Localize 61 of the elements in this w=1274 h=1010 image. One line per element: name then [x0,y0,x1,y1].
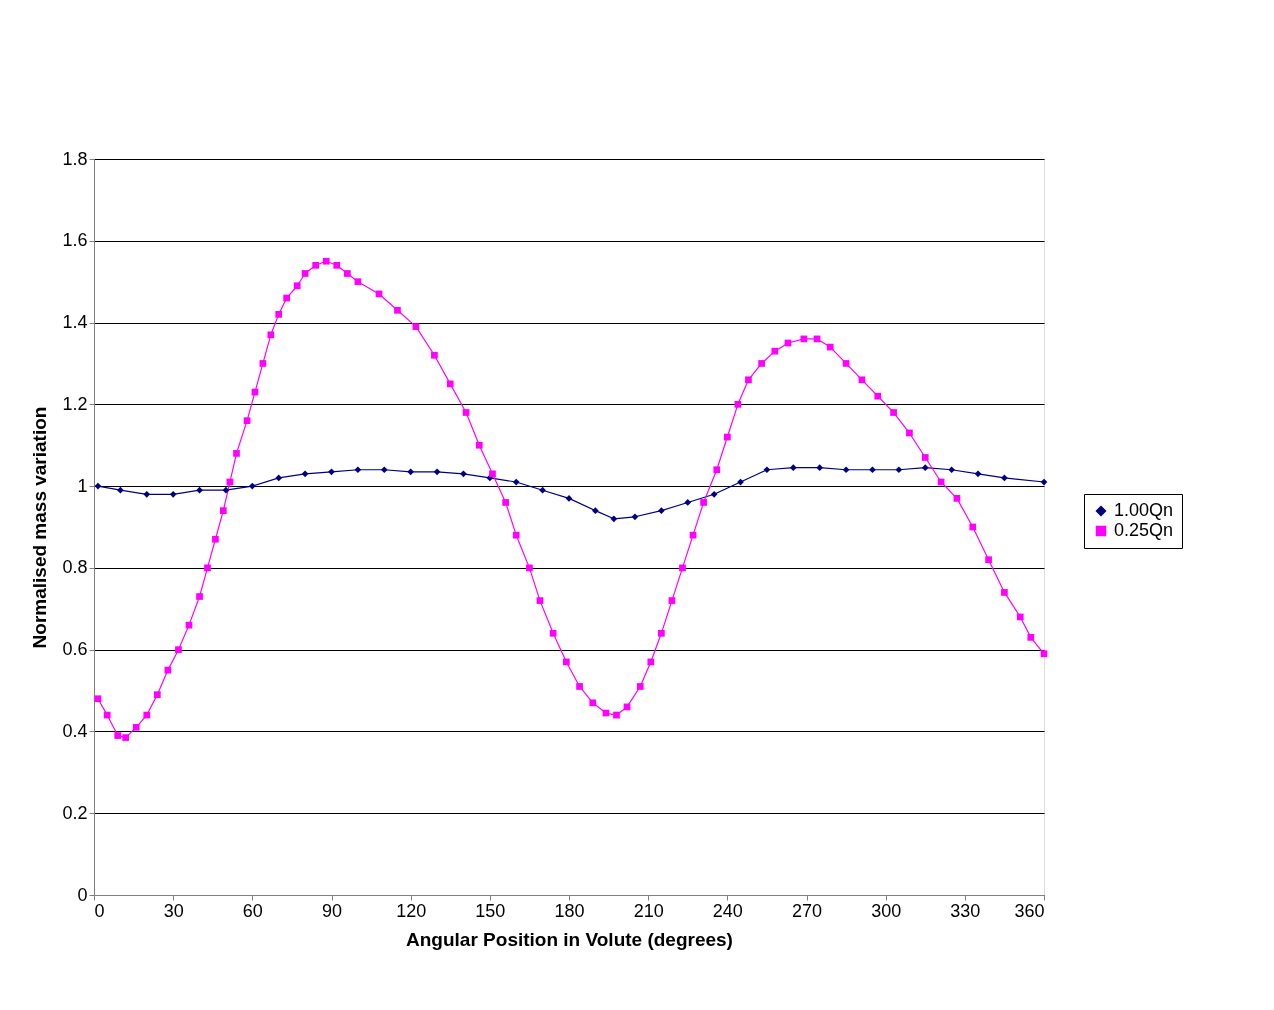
y-tick-label: 0.8 [62,557,88,578]
point [1040,478,1048,486]
point [974,470,982,478]
point [948,466,955,474]
point [275,474,283,482]
point [248,482,256,490]
point [895,466,903,474]
y-tick-label: 0.6 [62,639,88,660]
x-tick-label: 120 [396,900,427,921]
point [710,490,718,498]
point [512,478,520,486]
x-tick-label: 30 [163,900,184,921]
point [684,499,692,506]
x-tick-label: 60 [242,900,263,921]
point [842,466,850,474]
point [94,482,102,490]
x-tick-label: 0 [94,900,105,921]
point [301,470,309,478]
x-tick-label: 330 [950,900,981,921]
x-tick-label: 270 [791,900,823,921]
x-axis-title: Angular Position in Volute (degrees) [406,928,733,950]
point [539,486,546,494]
legend-label: 1.00Qn [1114,500,1174,520]
point [143,490,151,498]
x-tick-label: 210 [633,900,664,921]
y-tick-label: 1.8 [62,148,88,169]
y-axis-title: Normalised mass variation [29,406,51,649]
point [222,486,230,494]
point [789,464,797,472]
x-tick-label: 180 [554,900,585,921]
point [921,464,929,472]
point [433,468,441,476]
point [763,466,771,474]
point [117,486,124,494]
x-tick-label: 240 [712,900,743,921]
point [196,486,203,494]
point [407,468,415,476]
y-tick-label: 1.4 [62,312,88,333]
x-tick-label: 300 [871,900,902,921]
y-tick-label: 1.6 [62,230,88,251]
x-tick-label: 150 [475,900,506,921]
point [380,466,388,474]
y-tick-label: 0.4 [62,720,88,741]
legend-label: 0.25Qn [1114,520,1174,540]
point [592,507,599,514]
point [869,466,876,474]
y-tick-label: 1.2 [62,393,88,414]
point [610,515,618,523]
point [816,464,824,472]
y-tick-label: 1 [77,475,88,496]
point [169,490,177,498]
point [328,468,335,476]
point [354,466,362,474]
point [1001,474,1008,482]
y-tick-label: 0 [77,884,88,905]
y-tick-label: 0.2 [62,802,88,823]
x-tick-label: 90 [321,900,343,921]
point [460,470,467,478]
point [631,513,639,521]
point [658,507,665,514]
x-tick-label: 360 [1014,900,1045,921]
